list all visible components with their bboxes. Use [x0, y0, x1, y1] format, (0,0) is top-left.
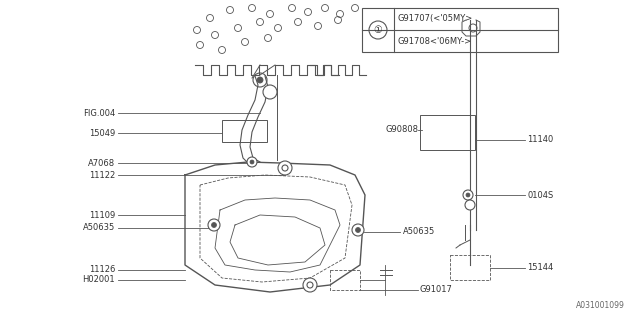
- Text: ①: ①: [266, 87, 274, 97]
- Text: A50635: A50635: [83, 223, 115, 233]
- Circle shape: [247, 157, 257, 167]
- Text: A031001099: A031001099: [576, 301, 625, 310]
- Circle shape: [355, 228, 360, 233]
- Circle shape: [303, 278, 317, 292]
- Text: 15144: 15144: [527, 263, 553, 273]
- Circle shape: [282, 165, 288, 171]
- Circle shape: [278, 161, 292, 175]
- Text: G91707(<'05MY>: G91707(<'05MY>: [398, 13, 473, 22]
- Text: FIG.004: FIG.004: [83, 108, 115, 117]
- Text: A7068: A7068: [88, 158, 115, 167]
- Text: G91708<'06MY->: G91708<'06MY->: [398, 36, 472, 45]
- Text: 15049: 15049: [89, 129, 115, 138]
- Bar: [362, 8, 558, 52]
- Bar: [450, 255, 490, 280]
- Text: G91017: G91017: [420, 285, 453, 294]
- Circle shape: [463, 190, 473, 200]
- Text: G90808: G90808: [385, 125, 418, 134]
- Bar: [222, 120, 267, 142]
- Text: A50635: A50635: [403, 228, 435, 236]
- Text: 0104S: 0104S: [527, 190, 553, 199]
- Text: 11109: 11109: [89, 211, 115, 220]
- Text: H02001: H02001: [83, 276, 115, 284]
- Text: 11126: 11126: [88, 266, 115, 275]
- Circle shape: [257, 77, 263, 83]
- Circle shape: [208, 219, 220, 231]
- Bar: [420, 115, 475, 150]
- Circle shape: [466, 193, 470, 197]
- Text: 11122: 11122: [89, 171, 115, 180]
- Circle shape: [465, 200, 475, 210]
- Circle shape: [263, 85, 277, 99]
- Text: 11140: 11140: [527, 135, 553, 145]
- Circle shape: [211, 222, 216, 228]
- Bar: [330, 270, 360, 290]
- Circle shape: [352, 224, 364, 236]
- Circle shape: [250, 160, 254, 164]
- Text: ①: ①: [374, 25, 382, 35]
- Circle shape: [307, 282, 313, 288]
